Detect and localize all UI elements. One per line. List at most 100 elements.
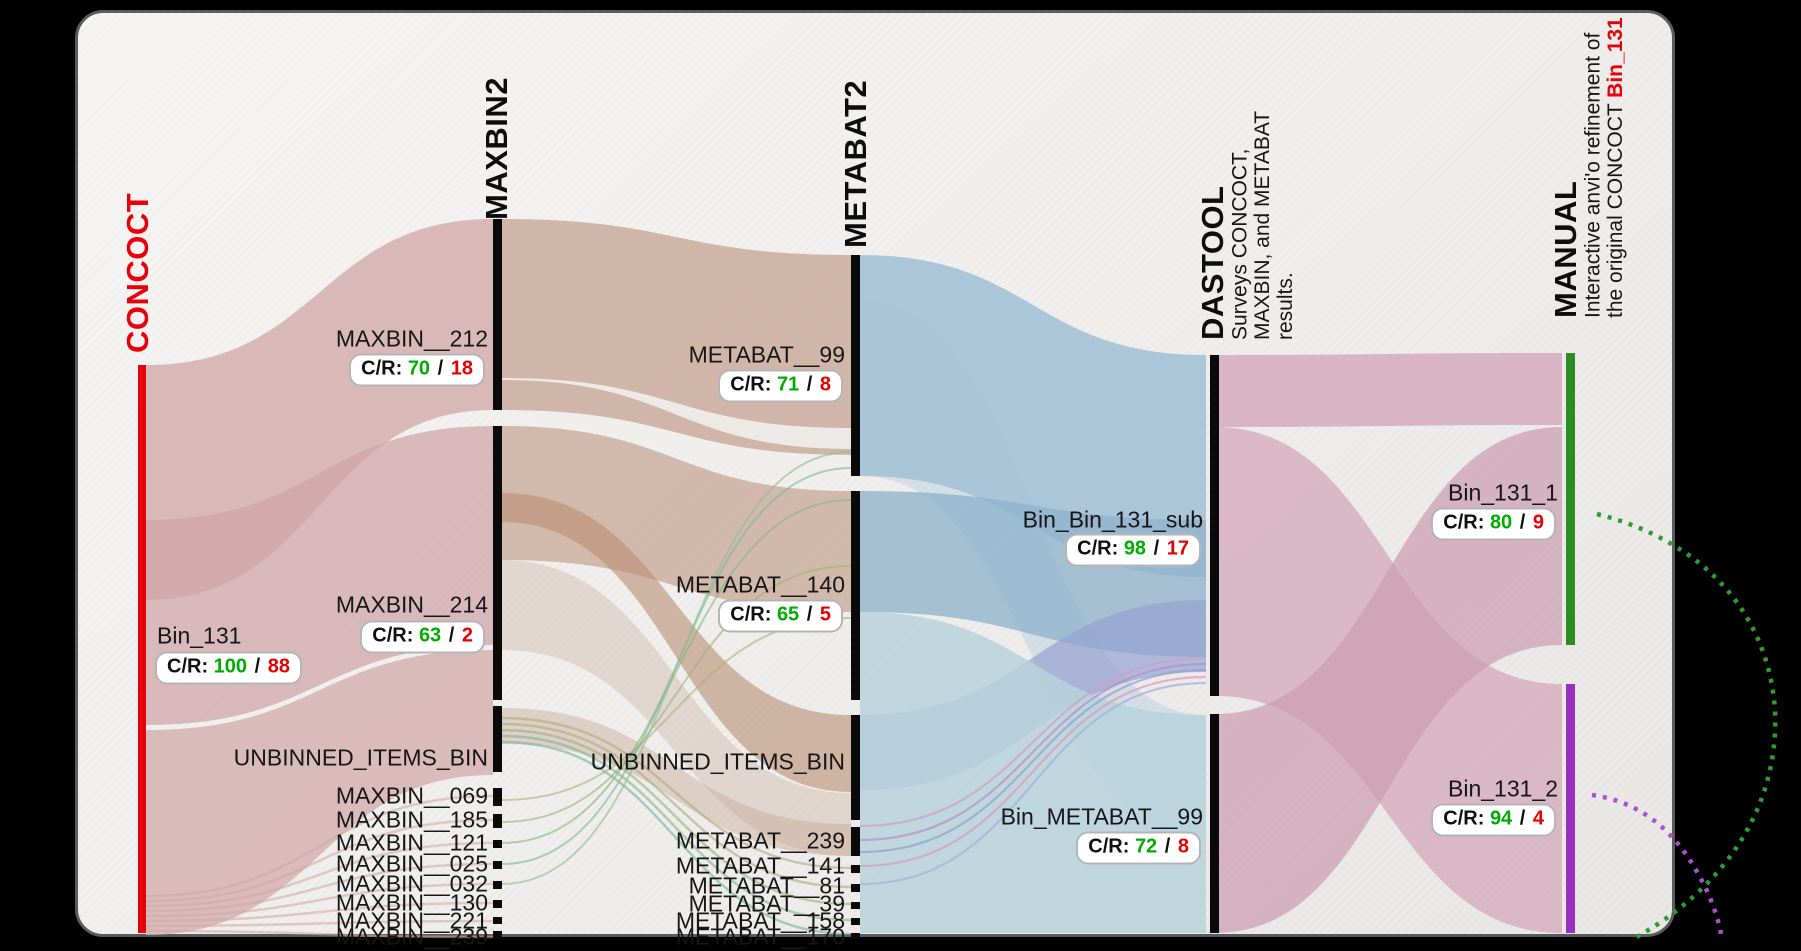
node-label-maxbin-214: MAXBIN__214: [335, 591, 488, 618]
cr-label: C/R:: [1077, 537, 1119, 560]
flow-band: [502, 426, 851, 612]
node-bars: [138, 219, 1575, 939]
flow-band: [146, 650, 493, 935]
purple-dotted-arc: [1591, 792, 1725, 939]
flow-gap-wedge: [502, 411, 851, 477]
node-bar: [493, 426, 502, 700]
redundancy-value: 2: [461, 624, 473, 647]
column-header-metabat2: METABAT2: [838, 79, 873, 248]
node-bar: [493, 881, 502, 889]
flow-strand: [859, 668, 1207, 854]
cr-label: C/R:: [730, 373, 772, 396]
maxbin2-node-bars: [493, 219, 502, 939]
node-label-small-bin: METABAT__141: [675, 852, 845, 879]
cr-badge-bin-131-2: C/R: 94 / 4: [1431, 803, 1556, 837]
redundancy-value: 8: [819, 373, 831, 396]
flow-strand: [145, 882, 494, 918]
node-label-bin-metabat-99: Bin_METABAT__99: [1000, 803, 1203, 830]
node-bar: [493, 840, 502, 848]
node-bar: [851, 933, 860, 939]
flow-gap-wedge: [502, 378, 851, 449]
flow-strand: [859, 681, 1207, 886]
node-bar: [851, 715, 860, 820]
cr-separator: /: [1153, 537, 1160, 560]
node-label-small-bin: METABAT__170: [675, 923, 845, 950]
flow-strand: [501, 734, 852, 922]
node-bar: [493, 814, 502, 828]
cr-badge-bin-metabat-99: C/R: 72 / 8: [1076, 831, 1201, 865]
flow-strand: [501, 722, 852, 889]
redundancy-value: 8: [1177, 835, 1189, 858]
column-header-manual: MANUAL: [1548, 180, 1583, 318]
flow-strand: [501, 716, 852, 870]
node-label-small-bin: MAXBIN__185: [335, 806, 488, 833]
flow-strands-lavender: [859, 656, 1207, 886]
cr-badge-metabat-99: C/R: 71 / 8: [718, 369, 843, 403]
node-bar: [851, 827, 860, 856]
cr-label: C/R:: [167, 655, 209, 678]
redundancy-value: 18: [450, 357, 473, 380]
node-bar: [851, 884, 860, 892]
dastool-desc-line: Surveys CONCOCT,: [1228, 148, 1252, 340]
node-bar: [851, 865, 860, 873]
node-bar: [1210, 355, 1219, 696]
node-bar: [493, 900, 502, 908]
cr-badge-metabat-140: C/R: 65 / 5: [718, 599, 843, 633]
flow-strands-olive: [501, 451, 852, 936]
flow-strand: [501, 451, 852, 885]
manual-purple-node-bar: [1566, 684, 1575, 933]
cr-separator: /: [1164, 835, 1171, 858]
flow-strand: [145, 919, 494, 928]
green-dotted-arc: [1596, 511, 1778, 939]
column-header-manual-block: MANUAL Interactive anvi'o refinement of …: [1548, 17, 1628, 318]
flow-band: [1215, 427, 1562, 933]
node-label-metabat-140: METABAT__140: [675, 571, 845, 598]
flow-strand: [501, 728, 852, 906]
completion-value: 70: [407, 357, 431, 380]
flow-strand: [145, 862, 494, 913]
node-bar: [851, 491, 860, 700]
flow-strand: [501, 499, 852, 844]
completion-value: 80: [1489, 511, 1513, 534]
node-bar: [851, 918, 860, 925]
manual-desc-line2: the original CONCOCT Bin_131: [1604, 17, 1628, 318]
completion-value: 94: [1489, 807, 1513, 830]
node-bar: [1210, 714, 1219, 933]
cr-separator: /: [1519, 807, 1526, 830]
cr-badge-bin-131-1: C/R: 80 / 9: [1431, 507, 1556, 541]
node-label-small-bin: MAXBIN__069: [335, 782, 488, 809]
dastool-desc-line: MAXBIN, and METABAT: [1251, 110, 1275, 340]
flow-strand: [145, 818, 494, 903]
node-bar: [493, 861, 502, 869]
cr-separator: /: [1519, 511, 1526, 534]
flow-strand: [859, 675, 1207, 868]
flow-band: [502, 493, 851, 792]
node-label-bin-131-1: Bin_131_1: [1448, 479, 1558, 506]
redundancy-value: 9: [1532, 511, 1544, 534]
dastool-desc-line: results.: [1273, 272, 1297, 340]
completion-value: 63: [418, 624, 442, 647]
node-label-metabat-99: METABAT__99: [688, 341, 845, 368]
node-label-small-bin: METABAT__81: [688, 872, 845, 899]
node-label-small-bin: MAXBIN__130: [335, 889, 488, 916]
redundancy-value: 4: [1532, 807, 1544, 830]
cr-badge-maxbin-212: C/R: 70 / 18: [349, 353, 485, 387]
node-bar: [493, 931, 502, 939]
manual-desc-bin131-highlight: Bin_131: [1604, 17, 1628, 98]
redundancy-value: 17: [1166, 537, 1189, 560]
cr-label: C/R:: [1443, 511, 1485, 534]
flow-strand: [145, 794, 494, 898]
node-label-maxbin-212: MAXBIN__212: [335, 325, 488, 352]
node-label-small-bin: MAXBIN__032: [335, 870, 488, 897]
flow-band: [1215, 353, 1562, 427]
manual-desc-line1: Interactive anvi'o refinement of: [1581, 32, 1605, 318]
flow-strands-pink: [145, 794, 494, 939]
cr-label: C/R:: [1088, 835, 1130, 858]
flow-band: [502, 708, 851, 856]
column-header-dastool-block: DASTOOL Surveys CONCOCT, MAXBIN, and MET…: [1195, 110, 1297, 341]
node-bar: [493, 917, 502, 924]
column-header-dastool: DASTOOL: [1195, 185, 1230, 341]
flow-strand: [145, 841, 494, 908]
node-label-small-bin: METABAT__158: [675, 907, 845, 934]
cr-badge-bin-bin-131-sub: C/R: 98 / 17: [1065, 533, 1201, 567]
